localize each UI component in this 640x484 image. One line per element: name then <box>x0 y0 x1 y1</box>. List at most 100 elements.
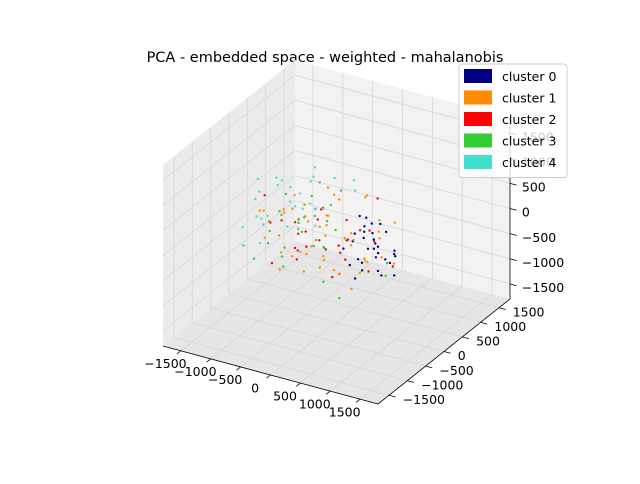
cluster-1-point <box>393 221 396 224</box>
grid-line-y-floor <box>247 278 463 338</box>
x-tick-mark <box>355 398 361 403</box>
cluster-1-point <box>258 209 261 212</box>
cluster-2-point <box>373 240 376 243</box>
cluster-1-point <box>306 220 310 223</box>
grid-line-z-left <box>162 225 296 332</box>
cluster-0-point <box>363 230 366 233</box>
y-tick-label: 500 <box>476 334 500 349</box>
cluster-1-point <box>291 255 294 258</box>
cluster-0-point <box>353 277 357 280</box>
cluster-1-point <box>318 225 321 228</box>
cluster-3-point <box>313 214 317 218</box>
cluster-4-point <box>313 166 317 169</box>
cluster-4-point <box>275 176 278 179</box>
cluster-3-point <box>314 238 318 242</box>
z-tick-mark <box>509 233 517 236</box>
grid-line-z-back <box>294 150 511 209</box>
cluster-1-point <box>358 271 362 274</box>
cluster-1-point <box>392 262 396 265</box>
cluster-2-point <box>358 229 362 232</box>
cluster-1-point <box>352 238 355 242</box>
x-tick-label: 500 <box>273 388 297 403</box>
cluster-1-point <box>350 287 353 291</box>
cluster-4-point <box>261 223 265 226</box>
cluster-3-point <box>310 194 313 198</box>
y-tick-label: 0 <box>458 348 466 363</box>
z-tick-mark <box>509 283 517 287</box>
cluster-3-point <box>266 242 270 245</box>
cluster-2-point <box>345 218 348 222</box>
cluster-1-point <box>278 268 281 271</box>
z-tick-mark <box>509 208 517 211</box>
x-tick-mark <box>296 382 301 387</box>
cluster-3-point <box>267 220 271 223</box>
cluster-4-point <box>280 179 283 182</box>
cluster-2-point <box>270 261 274 265</box>
cluster-4-point <box>314 224 317 227</box>
cluster-1-point <box>263 236 266 239</box>
cluster-1-point <box>337 273 340 276</box>
grid-line-z-left <box>162 74 296 181</box>
y-tick-mark <box>388 394 396 398</box>
cluster-4-point <box>309 202 312 205</box>
cluster-4-point <box>352 179 356 182</box>
legend-label: cluster 2 <box>502 112 556 127</box>
cluster-0-point <box>358 214 361 218</box>
legend-swatch <box>464 69 492 83</box>
y-tick-mark <box>443 351 451 354</box>
grid-line-z-left <box>162 200 296 307</box>
grid-line-y-floor <box>283 249 500 309</box>
cluster-3-point <box>312 244 315 248</box>
cluster-4-point <box>276 184 280 187</box>
cluster-0-point <box>376 251 380 255</box>
cluster-1-point <box>310 245 313 248</box>
legend: cluster 0 cluster 1 cluster 2 cluster 3 clus… <box>458 63 568 178</box>
cluster-4-point <box>293 205 297 208</box>
cluster-0-point <box>360 261 364 264</box>
chart-title: PCA - embedded space - weighted - mahala… <box>147 50 504 66</box>
grid-line-z-left <box>162 125 296 231</box>
y-tick-label: −1500 <box>403 392 445 407</box>
cluster-3-point <box>252 257 256 260</box>
cluster-0-point <box>394 255 397 258</box>
cluster-3-point <box>329 203 333 207</box>
z-tick-label: −500 <box>522 230 556 245</box>
cluster-0-point <box>356 258 360 261</box>
cluster-0-point <box>342 247 345 250</box>
grid-line-z-left <box>162 99 296 206</box>
cluster-3-point <box>297 221 300 225</box>
y-tick-label: 1000 <box>494 319 526 334</box>
cluster-4-point <box>260 217 263 220</box>
cluster-2-point <box>337 244 340 247</box>
z-tick-label: −1000 <box>522 255 564 270</box>
cluster-3-point <box>284 192 288 196</box>
x-tick-label: −1000 <box>174 364 216 379</box>
z-tick-mark <box>509 183 517 186</box>
y-tick-label: −1000 <box>421 377 463 392</box>
cluster-3-point <box>280 255 284 258</box>
grid-line-y-floor <box>192 322 408 382</box>
cluster-2-point <box>304 230 307 233</box>
cluster-3-point <box>297 218 300 221</box>
cluster-2-point <box>367 270 370 273</box>
grid-line-z-back <box>294 225 511 285</box>
x-tick-label: 0 <box>251 380 259 395</box>
cluster-1-point <box>378 218 381 222</box>
cluster-0-point <box>374 256 378 259</box>
cluster-0-point <box>379 222 382 226</box>
cluster-1-point <box>322 259 326 262</box>
cluster-2-point <box>339 251 342 254</box>
cluster-0-point <box>366 247 370 250</box>
cluster-4-point <box>354 189 357 192</box>
grid-lines <box>162 64 511 400</box>
x-tick-mark <box>206 358 212 363</box>
x-tick-label: −500 <box>208 372 242 387</box>
cluster-0-point <box>392 252 396 256</box>
cluster-3-point <box>280 213 283 217</box>
cluster-4-point <box>312 175 315 178</box>
cluster-2-point <box>263 194 266 197</box>
cluster-1-point <box>302 270 306 273</box>
cluster-0-point <box>393 274 396 277</box>
cluster-1-point <box>299 250 302 253</box>
